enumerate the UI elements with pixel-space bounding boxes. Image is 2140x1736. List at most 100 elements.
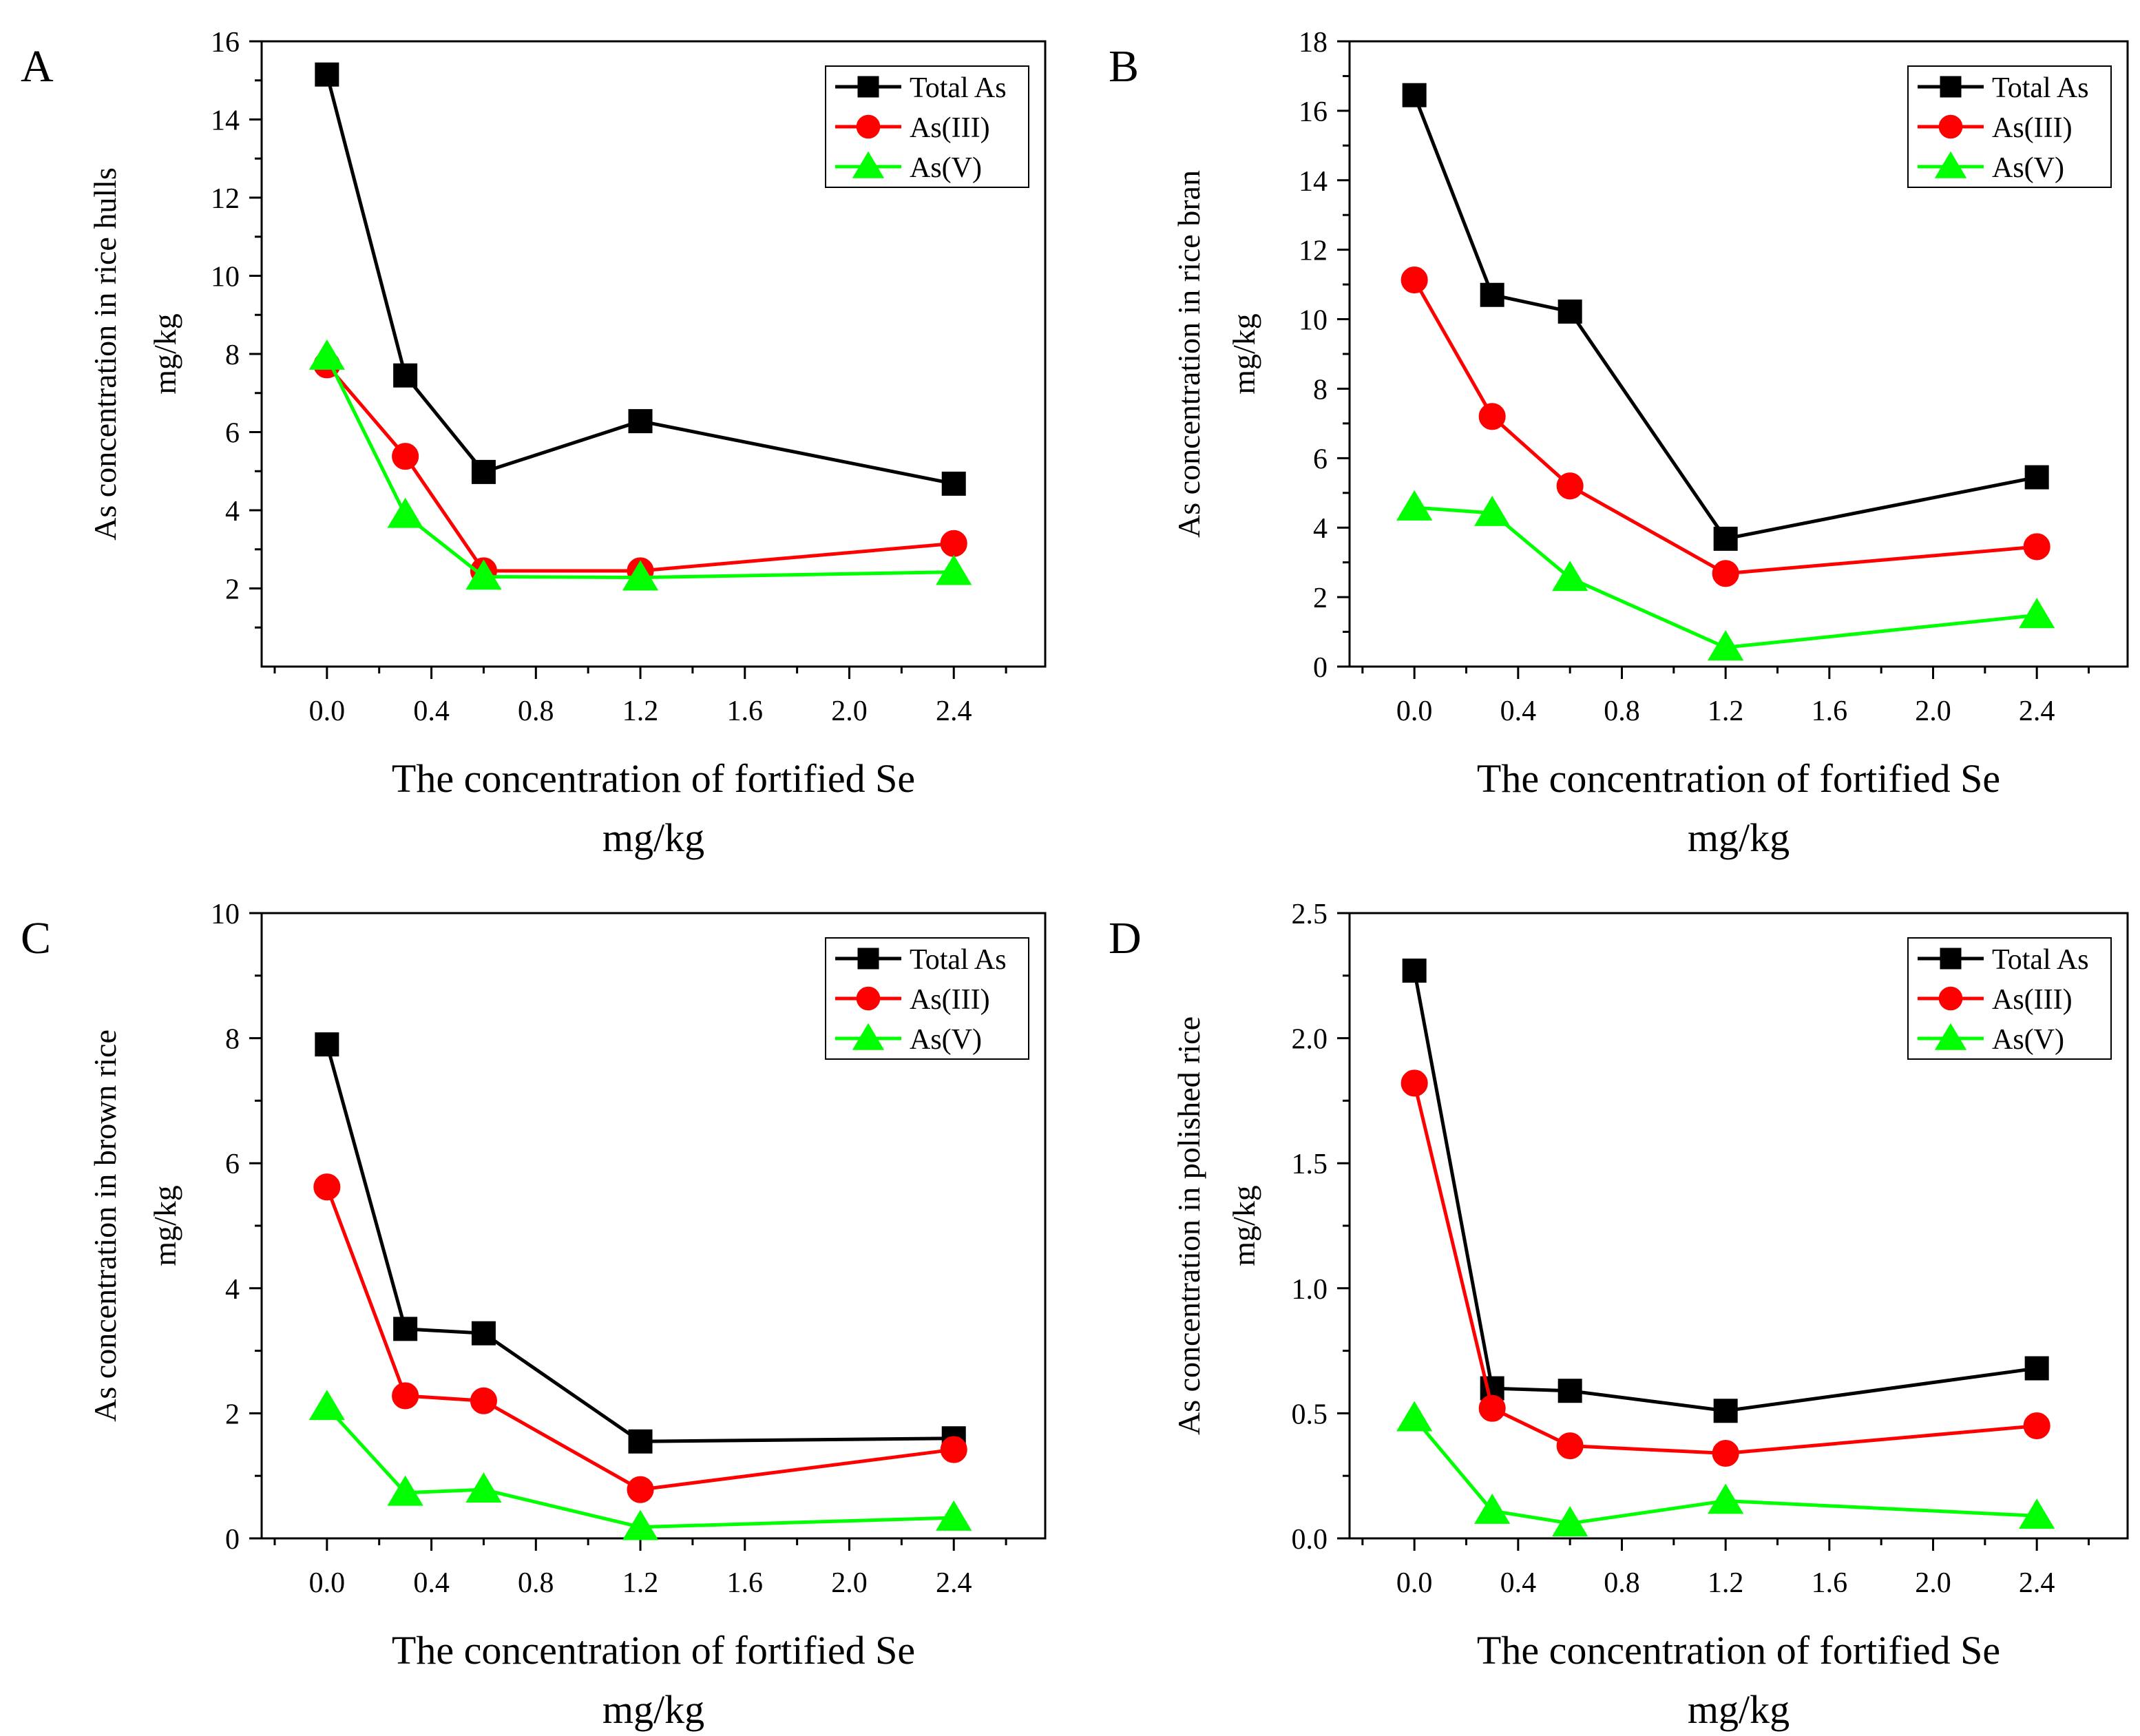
data-point xyxy=(1713,526,1738,551)
legend-marker xyxy=(857,948,879,970)
chart-panel-a: A 0.0 0.4 0.8 1.2 1.6 2.0 2.4 2 4 6 8 10 12 14 16 As con… xyxy=(21,27,1047,860)
legend-label: As(V) xyxy=(1992,152,2064,184)
chart-panel-b: B 0.0 0.4 0.8 1.2 1.6 2.0 2.4 0 2 4 6 8 10 12 14 16 18 As … xyxy=(1109,27,2129,860)
chart-panel-c: C 0.0 0.4 0.8 1.2 1.6 2.0 2.4 0 2 4 6 8 10 As concentr… xyxy=(21,899,1047,1732)
y-axis-unit: mg/kg xyxy=(1226,1185,1261,1266)
y-axis-title: As concentration in polished rice xyxy=(1171,1016,1206,1435)
legend-marker xyxy=(1934,151,1967,178)
legend-label: As(III) xyxy=(1992,112,2073,144)
data-point xyxy=(1712,1439,1739,1467)
data-point xyxy=(936,554,972,585)
data-point xyxy=(392,1382,419,1410)
panel-letter: C xyxy=(21,913,51,963)
x-tick-label: 0.8 xyxy=(518,696,554,727)
chart-panel-d: D 0.0 0.4 0.8 1.2 1.6 2.0 2.4 0.0 0.5 1.0 1.5 2.0 2.5… xyxy=(1109,899,2129,1732)
y-tick-label: 12 xyxy=(211,183,240,215)
series-total xyxy=(315,62,966,496)
x-axis-unit: mg/kg xyxy=(1688,1687,1790,1732)
data-point xyxy=(2023,1412,2050,1440)
series-as5 xyxy=(308,339,972,591)
data-point xyxy=(308,1390,345,1421)
x-axis-title: The concentration of fortified Se xyxy=(392,1628,915,1673)
legend-label: As(V) xyxy=(1992,1024,2064,1056)
series-as5 xyxy=(308,1390,972,1540)
y-tick-label: 14 xyxy=(1299,166,1328,198)
x-axis-unit: mg/kg xyxy=(602,815,704,860)
data-point xyxy=(1712,560,1739,587)
data-point xyxy=(315,62,339,87)
x-axis-title: The concentration of fortified Se xyxy=(392,756,915,801)
data-point xyxy=(1708,630,1744,661)
legend-label: Total As xyxy=(910,72,1007,104)
data-point xyxy=(392,443,419,470)
data-point xyxy=(1474,1493,1511,1524)
data-point xyxy=(622,1509,659,1540)
data-point xyxy=(387,1475,423,1506)
legend: Total As As(III) As(V) xyxy=(1907,937,2112,1060)
data-point xyxy=(1401,1069,1428,1097)
data-point xyxy=(622,560,659,591)
x-tick-label: 2.0 xyxy=(1915,696,1951,727)
data-point xyxy=(1396,490,1433,521)
x-tick-label: 1.2 xyxy=(1708,1567,1744,1599)
panel-letter: A xyxy=(21,41,54,92)
series-line xyxy=(1412,1083,2037,1456)
data-point xyxy=(393,363,418,388)
data-point xyxy=(313,1173,341,1201)
x-tick-label: 1.2 xyxy=(1708,696,1744,727)
y-tick-label: 10 xyxy=(211,262,240,293)
series-total xyxy=(1402,83,2049,551)
data-point xyxy=(471,1321,496,1346)
y-tick-label: 16 xyxy=(1299,96,1328,128)
legend-label: Total As xyxy=(1992,72,2089,104)
data-point xyxy=(936,1500,972,1531)
data-point xyxy=(308,339,345,370)
y-axis-unit: mg/kg xyxy=(147,313,182,395)
legend-marker xyxy=(852,151,885,178)
y-axis-unit: mg/kg xyxy=(1226,313,1261,395)
x-axis-title: The concentration of fortified Se xyxy=(1477,756,2000,801)
legend: Total As As(III) As(V) xyxy=(1907,65,2112,188)
x-tick-label: 1.2 xyxy=(622,696,659,727)
panel-letter: B xyxy=(1109,41,1139,92)
y-tick-label: 2.5 xyxy=(1292,899,1328,930)
data-point xyxy=(1708,1483,1744,1514)
legend-marker xyxy=(1940,948,1962,970)
data-point xyxy=(465,559,502,590)
x-tick-label: 2.4 xyxy=(2019,696,2055,727)
data-point xyxy=(940,530,967,557)
x-tick-label: 2.4 xyxy=(936,696,972,727)
x-tick-label: 0.8 xyxy=(518,1567,554,1599)
x-tick-label: 1.6 xyxy=(1812,1567,1848,1599)
data-point xyxy=(387,497,423,528)
y-tick-label: 8 xyxy=(225,339,240,371)
y-axis-title: As concentration in rice bran xyxy=(1171,170,1206,538)
y-tick-label: 2 xyxy=(225,574,240,606)
data-point xyxy=(1556,1432,1584,1460)
data-point xyxy=(1557,1379,1582,1403)
x-tick-label: 0.0 xyxy=(1396,696,1433,727)
series-line xyxy=(325,355,954,580)
y-tick-label: 1.0 xyxy=(1292,1274,1328,1306)
data-point xyxy=(393,1317,418,1341)
y-axis-title: As concentration in brown rice xyxy=(87,1029,123,1422)
x-axis-title: The concentration of fortified Se xyxy=(1477,1628,2000,1673)
data-point xyxy=(1713,1399,1738,1423)
series-as5 xyxy=(1396,1401,2055,1537)
data-point xyxy=(2019,598,2055,629)
y-axis-unit: mg/kg xyxy=(147,1185,182,1266)
y-tick-label: 4 xyxy=(1313,513,1328,545)
y-tick-label: 18 xyxy=(1299,27,1328,59)
y-tick-label: 0 xyxy=(225,1524,240,1556)
data-point xyxy=(1474,495,1511,526)
series-as5 xyxy=(1396,490,2055,661)
x-tick-label: 0.4 xyxy=(1500,1567,1537,1599)
data-point xyxy=(2019,1498,2055,1529)
data-point xyxy=(1552,1506,1588,1537)
data-point xyxy=(627,1476,654,1503)
x-tick-label: 0.0 xyxy=(1396,1567,1433,1599)
x-tick-label: 0.4 xyxy=(413,696,450,727)
panel-letter: D xyxy=(1109,913,1142,963)
legend-marker xyxy=(857,76,879,98)
